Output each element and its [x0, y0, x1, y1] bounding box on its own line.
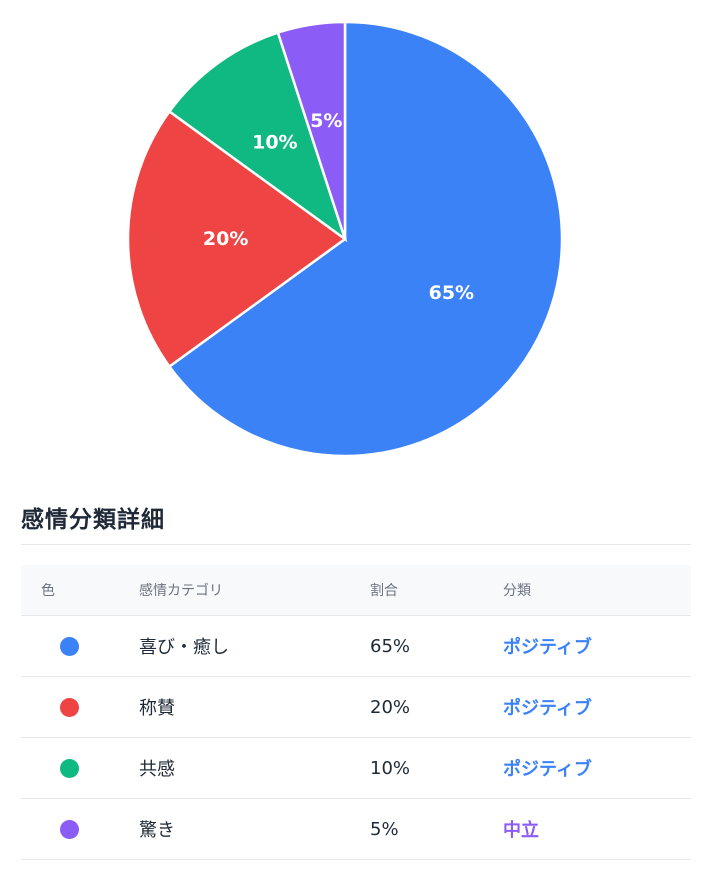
section-title: 感情分類詳細	[21, 507, 165, 533]
pie-slice-3	[167, 31, 348, 243]
color-cell	[21, 737, 139, 799]
slice-label-1: 65%	[429, 282, 474, 304]
color-swatch	[60, 820, 79, 839]
slice-label-3: 10%	[252, 131, 297, 153]
color-cell	[21, 615, 139, 677]
classification-cell: ポジティブ	[503, 737, 691, 799]
pie-slice-2	[126, 109, 348, 369]
header-color: 色	[21, 565, 139, 616]
table-header-row: 色 感情カテゴリ 割合 分類	[21, 565, 691, 616]
slice-label-4: 5%	[310, 110, 342, 132]
pie-chart-svg: 65% 20% 10% 5%	[126, 20, 564, 458]
header-classification: 分類	[503, 565, 691, 616]
pie-slice-1	[167, 20, 564, 458]
category-cell: 共感	[139, 737, 370, 799]
color-cell	[21, 676, 139, 738]
color-cell	[21, 798, 139, 860]
classification-cell: ポジティブ	[503, 676, 691, 738]
rate-cell: 10%	[370, 737, 503, 799]
pie-chart: 65% 20% 10% 5%	[126, 20, 564, 458]
header-category: 感情カテゴリ	[139, 565, 370, 616]
rate-cell: 65%	[370, 615, 503, 677]
category-cell: 喜び・癒し	[139, 615, 370, 677]
table-row: 称賛 20% ポジティブ	[21, 676, 691, 738]
table-row: 共感 10% ポジティブ	[21, 737, 691, 799]
color-swatch	[60, 698, 79, 717]
color-swatch	[60, 759, 79, 778]
pie-slice-4	[276, 20, 347, 240]
slice-label-2: 20%	[203, 228, 248, 250]
rate-cell: 20%	[370, 676, 503, 738]
classification-cell: 中立	[503, 798, 691, 860]
table-row: 喜び・癒し 65% ポジティブ	[21, 615, 691, 677]
table-row: 驚き 5% 中立	[21, 798, 691, 860]
classification-cell: ポジティブ	[503, 615, 691, 677]
header-rate: 割合	[370, 565, 503, 616]
emotion-detail-table: 色 感情カテゴリ 割合 分類 喜び・癒し 65% ポジティブ 称賛 20% ポジ…	[21, 565, 691, 860]
color-swatch	[60, 637, 79, 656]
rate-cell: 5%	[370, 798, 503, 860]
category-cell: 驚き	[139, 798, 370, 860]
category-cell: 称賛	[139, 676, 370, 738]
section-divider	[21, 544, 691, 545]
